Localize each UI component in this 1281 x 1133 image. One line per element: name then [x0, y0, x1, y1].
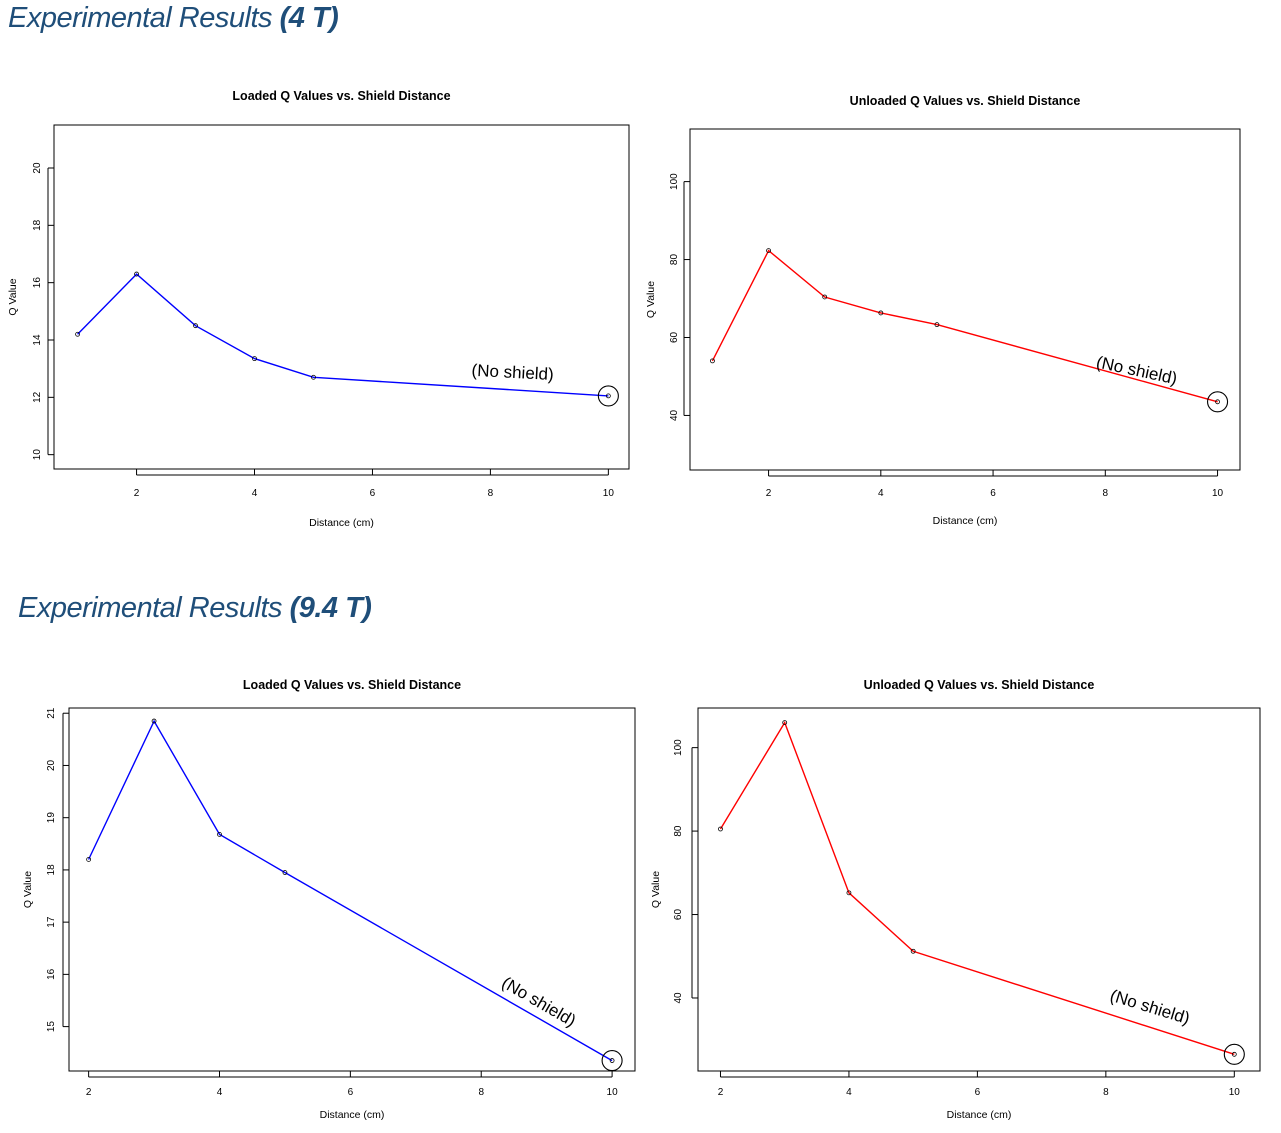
- x-tick-label: 2: [86, 1087, 92, 1098]
- no-shield-circle: [597, 385, 619, 407]
- no-shield-circle: [601, 1050, 623, 1072]
- no-shield-label: (No shield): [471, 361, 554, 384]
- data-point: [134, 271, 139, 277]
- y-tick-label: 60: [669, 331, 680, 343]
- y-tick-label: 40: [673, 992, 684, 1004]
- y-tick-label: 80: [669, 254, 680, 266]
- data-point: [193, 323, 198, 329]
- data-point: [782, 720, 788, 726]
- x-tick-label: 2: [766, 488, 772, 499]
- y-tick-label: 14: [32, 334, 43, 346]
- section-title-prefix: Experimental Results: [8, 2, 280, 34]
- x-tick-label: 8: [1103, 1087, 1109, 1098]
- x-tick-label: 8: [478, 1087, 484, 1098]
- x-tick-label: 6: [975, 1087, 981, 1098]
- plot-frame: [68, 707, 636, 1072]
- x-tick-label: 6: [990, 488, 996, 499]
- x-tick-label: 6: [348, 1087, 354, 1098]
- plot-frame: [697, 707, 1261, 1072]
- data-point: [252, 356, 257, 362]
- y-tick-label: 10: [32, 449, 43, 461]
- no-shield-circle: [1223, 1043, 1245, 1065]
- series-line: [711, 249, 1218, 403]
- x-tick-label: 4: [846, 1087, 852, 1098]
- y-tick-label: 100: [673, 739, 684, 756]
- plot-frame: [689, 128, 1241, 471]
- x-tick-label: 2: [718, 1087, 724, 1098]
- no-shield-label: (No shield): [1095, 353, 1179, 389]
- y-axis-label: Q Value: [650, 871, 662, 908]
- x-tick-label: 4: [252, 488, 258, 499]
- data-point: [605, 393, 611, 399]
- data-point: [1215, 399, 1220, 405]
- y-tick-label: 18: [46, 864, 57, 876]
- y-axis-label: Q Value: [22, 871, 34, 908]
- data-point: [217, 831, 222, 837]
- x-tick-label: 2: [134, 488, 140, 499]
- chart-title: Unloaded Q Values vs. Shield Distance: [864, 678, 1095, 692]
- x-tick-label: 8: [1103, 488, 1109, 499]
- y-tick-label: 19: [46, 812, 57, 824]
- y-tick-label: 40: [669, 409, 680, 421]
- no-shield-label: (No shield): [1108, 986, 1192, 1028]
- y-tick-label: 15: [46, 1021, 57, 1033]
- y-axis-label: Q Value: [7, 278, 19, 315]
- data-point: [822, 294, 828, 300]
- data-point: [151, 718, 157, 724]
- x-tick-label: 10: [603, 488, 615, 499]
- y-tick-label: 16: [46, 968, 57, 980]
- y-tick-label: 12: [32, 391, 43, 403]
- x-axis-label: Distance (cm): [320, 1109, 385, 1121]
- data-point: [710, 358, 715, 364]
- section-title-4t: Experimental Results (4 T): [8, 2, 339, 35]
- section-title-field: (9.4 T): [289, 592, 372, 624]
- y-tick-label: 18: [32, 219, 43, 231]
- no-shield-circle: [1207, 391, 1229, 413]
- data-point: [934, 322, 940, 328]
- y-tick-label: 20: [46, 759, 57, 771]
- x-tick-label: 4: [217, 1087, 223, 1098]
- data-point: [75, 331, 80, 337]
- data-point: [910, 948, 916, 954]
- data-point: [1231, 1051, 1237, 1057]
- x-axis-label: Distance (cm): [947, 1109, 1012, 1121]
- y-tick-label: 21: [46, 707, 57, 719]
- data-point: [766, 248, 771, 253]
- data-point: [846, 890, 852, 896]
- series-line: [87, 719, 613, 1062]
- chart-title: Loaded Q Values vs. Shield Distance: [232, 89, 450, 103]
- x-tick-label: 10: [1229, 1087, 1241, 1098]
- y-tick-label: 17: [46, 916, 57, 928]
- y-tick-label: 100: [669, 173, 680, 190]
- y-tick-label: 60: [673, 909, 684, 921]
- y-tick-label: 20: [32, 162, 43, 174]
- data-point: [718, 826, 723, 832]
- chart-title: Loaded Q Values vs. Shield Distance: [243, 678, 461, 692]
- chart-title: Unloaded Q Values vs. Shield Distance: [850, 94, 1081, 108]
- x-axis-label: Distance (cm): [933, 515, 998, 527]
- data-point: [878, 310, 884, 316]
- x-tick-label: 6: [370, 488, 376, 499]
- section-title-prefix: Experimental Results: [18, 592, 290, 624]
- series-line: [719, 721, 1235, 1055]
- x-tick-label: 8: [488, 488, 494, 499]
- x-tick-label: 10: [1212, 488, 1224, 499]
- section-title-9-4t: Experimental Results (9.4 T): [18, 592, 372, 625]
- data-point: [282, 870, 288, 875]
- x-tick-label: 4: [878, 488, 884, 499]
- series-line: [77, 273, 609, 397]
- section-title-field: (4 T): [279, 2, 339, 34]
- data-point: [86, 857, 92, 862]
- data-point: [609, 1058, 615, 1063]
- y-tick-label: 80: [673, 825, 684, 837]
- x-tick-label: 10: [607, 1087, 619, 1098]
- y-axis-label: Q Value: [645, 281, 657, 318]
- x-axis-label: Distance (cm): [309, 517, 374, 529]
- plot-frame: [53, 124, 630, 470]
- y-tick-label: 16: [32, 277, 43, 289]
- data-point: [311, 374, 316, 380]
